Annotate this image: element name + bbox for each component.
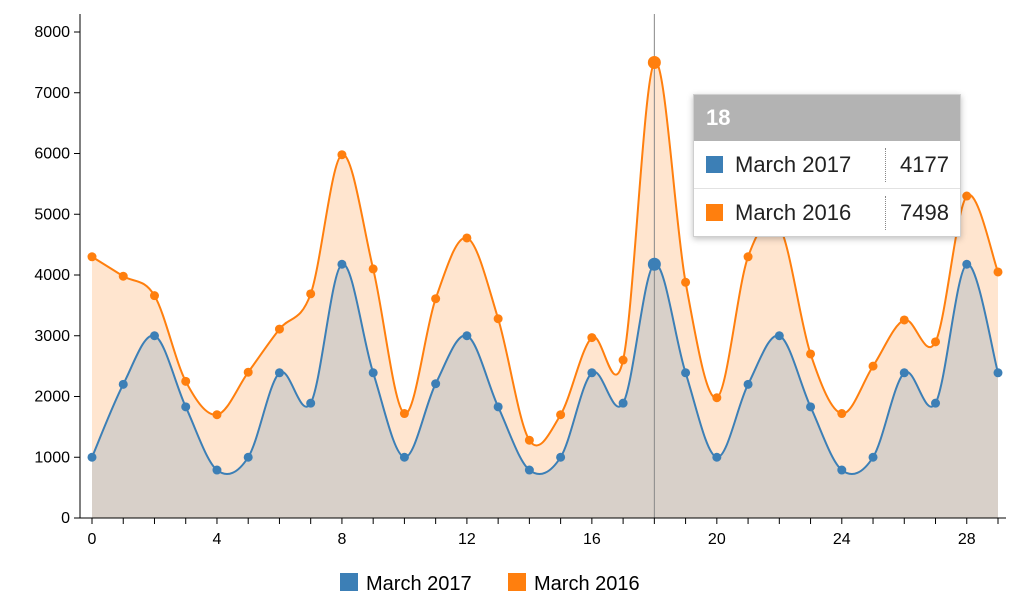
point-march-2017[interactable]: [962, 259, 972, 269]
point-march-2016[interactable]: [743, 252, 753, 262]
x-tick-label: 24: [833, 531, 851, 548]
point-march-2017[interactable]: [993, 368, 1003, 378]
legend-item-march-2016[interactable]: March 2016: [508, 573, 640, 595]
point-march-2016[interactable]: [181, 376, 191, 386]
x-tick-label: 16: [583, 531, 601, 548]
point-march-2017[interactable]: [274, 368, 284, 378]
point-march-2017[interactable]: [647, 257, 661, 271]
legend-label[interactable]: March 2017: [366, 573, 472, 595]
point-march-2017[interactable]: [618, 398, 628, 408]
point-march-2017[interactable]: [743, 379, 753, 389]
tooltip-swatch-march-2016: [706, 204, 723, 221]
point-march-2016[interactable]: [306, 289, 316, 299]
y-tick-label: 3000: [34, 328, 70, 345]
area-march-2017: [92, 264, 998, 518]
y-tick-label: 0: [61, 510, 70, 527]
point-march-2017[interactable]: [493, 402, 503, 412]
point-march-2016[interactable]: [212, 410, 222, 420]
tooltip-row-march-2016: March 2016 7498: [694, 188, 960, 236]
point-march-2016[interactable]: [806, 349, 816, 359]
point-march-2016[interactable]: [993, 267, 1003, 277]
point-march-2017[interactable]: [399, 452, 409, 462]
tooltip-series-name: March 2016: [735, 199, 852, 225]
point-march-2017[interactable]: [681, 368, 691, 378]
point-march-2017[interactable]: [118, 379, 128, 389]
point-march-2017[interactable]: [524, 465, 534, 475]
tooltip-row-march-2017: March 2017 4177: [694, 141, 960, 188]
point-march-2017[interactable]: [806, 402, 816, 412]
x-tick-label: 20: [708, 531, 726, 548]
series-points[interactable]: [87, 55, 1003, 475]
x-tick-label: 4: [213, 531, 222, 548]
point-march-2017[interactable]: [556, 452, 566, 462]
point-march-2016[interactable]: [647, 55, 661, 69]
legend-item-march-2017[interactable]: March 2017: [340, 573, 472, 595]
point-march-2016[interactable]: [368, 264, 378, 274]
point-march-2016[interactable]: [899, 315, 909, 325]
point-march-2017[interactable]: [87, 452, 97, 462]
tooltip-series-name: March 2017: [735, 151, 852, 177]
point-march-2016[interactable]: [681, 277, 691, 287]
point-march-2016[interactable]: [462, 233, 472, 243]
point-march-2017[interactable]: [368, 368, 378, 378]
point-march-2016[interactable]: [837, 409, 847, 419]
point-march-2016[interactable]: [399, 409, 409, 419]
point-march-2017[interactable]: [181, 402, 191, 412]
y-tick-label: 5000: [34, 206, 70, 223]
point-march-2016[interactable]: [962, 191, 972, 201]
point-march-2017[interactable]: [212, 465, 222, 475]
point-march-2017[interactable]: [868, 452, 878, 462]
point-march-2016[interactable]: [712, 393, 722, 403]
point-march-2017[interactable]: [337, 259, 347, 269]
tooltip-title: 18: [694, 95, 960, 141]
x-tick-label: 28: [958, 531, 976, 548]
point-march-2017[interactable]: [712, 452, 722, 462]
point-march-2017[interactable]: [931, 398, 941, 408]
x-tick-label: 0: [88, 531, 97, 548]
point-march-2017[interactable]: [306, 398, 316, 408]
legend-swatch-march-2017[interactable]: [340, 573, 358, 591]
y-tick-label: 4000: [34, 267, 70, 284]
point-march-2016[interactable]: [931, 337, 941, 347]
tooltip: 18 March 2017 4177 March 2016 7498: [693, 94, 961, 237]
point-march-2017[interactable]: [431, 379, 441, 389]
y-tick-label: 7000: [34, 85, 70, 102]
point-march-2016[interactable]: [274, 324, 284, 334]
point-march-2016[interactable]: [431, 294, 441, 304]
point-march-2017[interactable]: [774, 331, 784, 341]
point-march-2017[interactable]: [899, 368, 909, 378]
legend-label[interactable]: March 2016: [534, 573, 640, 595]
y-tick-label: 1000: [34, 449, 70, 466]
point-march-2016[interactable]: [243, 367, 253, 377]
point-march-2016[interactable]: [868, 361, 878, 371]
point-march-2017[interactable]: [587, 368, 597, 378]
point-march-2017[interactable]: [243, 452, 253, 462]
axes: 0 1000 2000 3000 4000 5000 6000 7000 8000 0 4 8 12 16…: [34, 14, 1006, 548]
x-tick-label: 12: [458, 531, 476, 548]
tooltip-series-value: 7498: [885, 195, 949, 230]
point-march-2016[interactable]: [618, 355, 628, 365]
point-march-2016[interactable]: [556, 410, 566, 420]
point-march-2016[interactable]: [87, 252, 97, 262]
point-march-2016[interactable]: [524, 435, 534, 445]
area-march-2016: [92, 61, 998, 518]
x-tick-label: 8: [337, 531, 346, 548]
point-march-2017[interactable]: [149, 331, 159, 341]
point-march-2016[interactable]: [493, 314, 503, 324]
y-tick-label: 8000: [34, 24, 70, 41]
tooltip-swatch-march-2017: [706, 156, 723, 173]
point-march-2016[interactable]: [587, 333, 597, 343]
point-march-2016[interactable]: [149, 291, 159, 301]
point-march-2016[interactable]: [337, 150, 347, 160]
series-areas: [92, 61, 998, 518]
point-march-2016[interactable]: [118, 271, 128, 281]
legend-swatch-march-2016[interactable]: [508, 573, 526, 591]
point-march-2017[interactable]: [462, 331, 472, 341]
y-tick-label: 2000: [34, 389, 70, 406]
y-tick-label: 6000: [34, 146, 70, 163]
tooltip-series-value: 4177: [885, 147, 949, 182]
legend[interactable]: March 2017 March 2016: [340, 573, 640, 595]
point-march-2017[interactable]: [837, 465, 847, 475]
